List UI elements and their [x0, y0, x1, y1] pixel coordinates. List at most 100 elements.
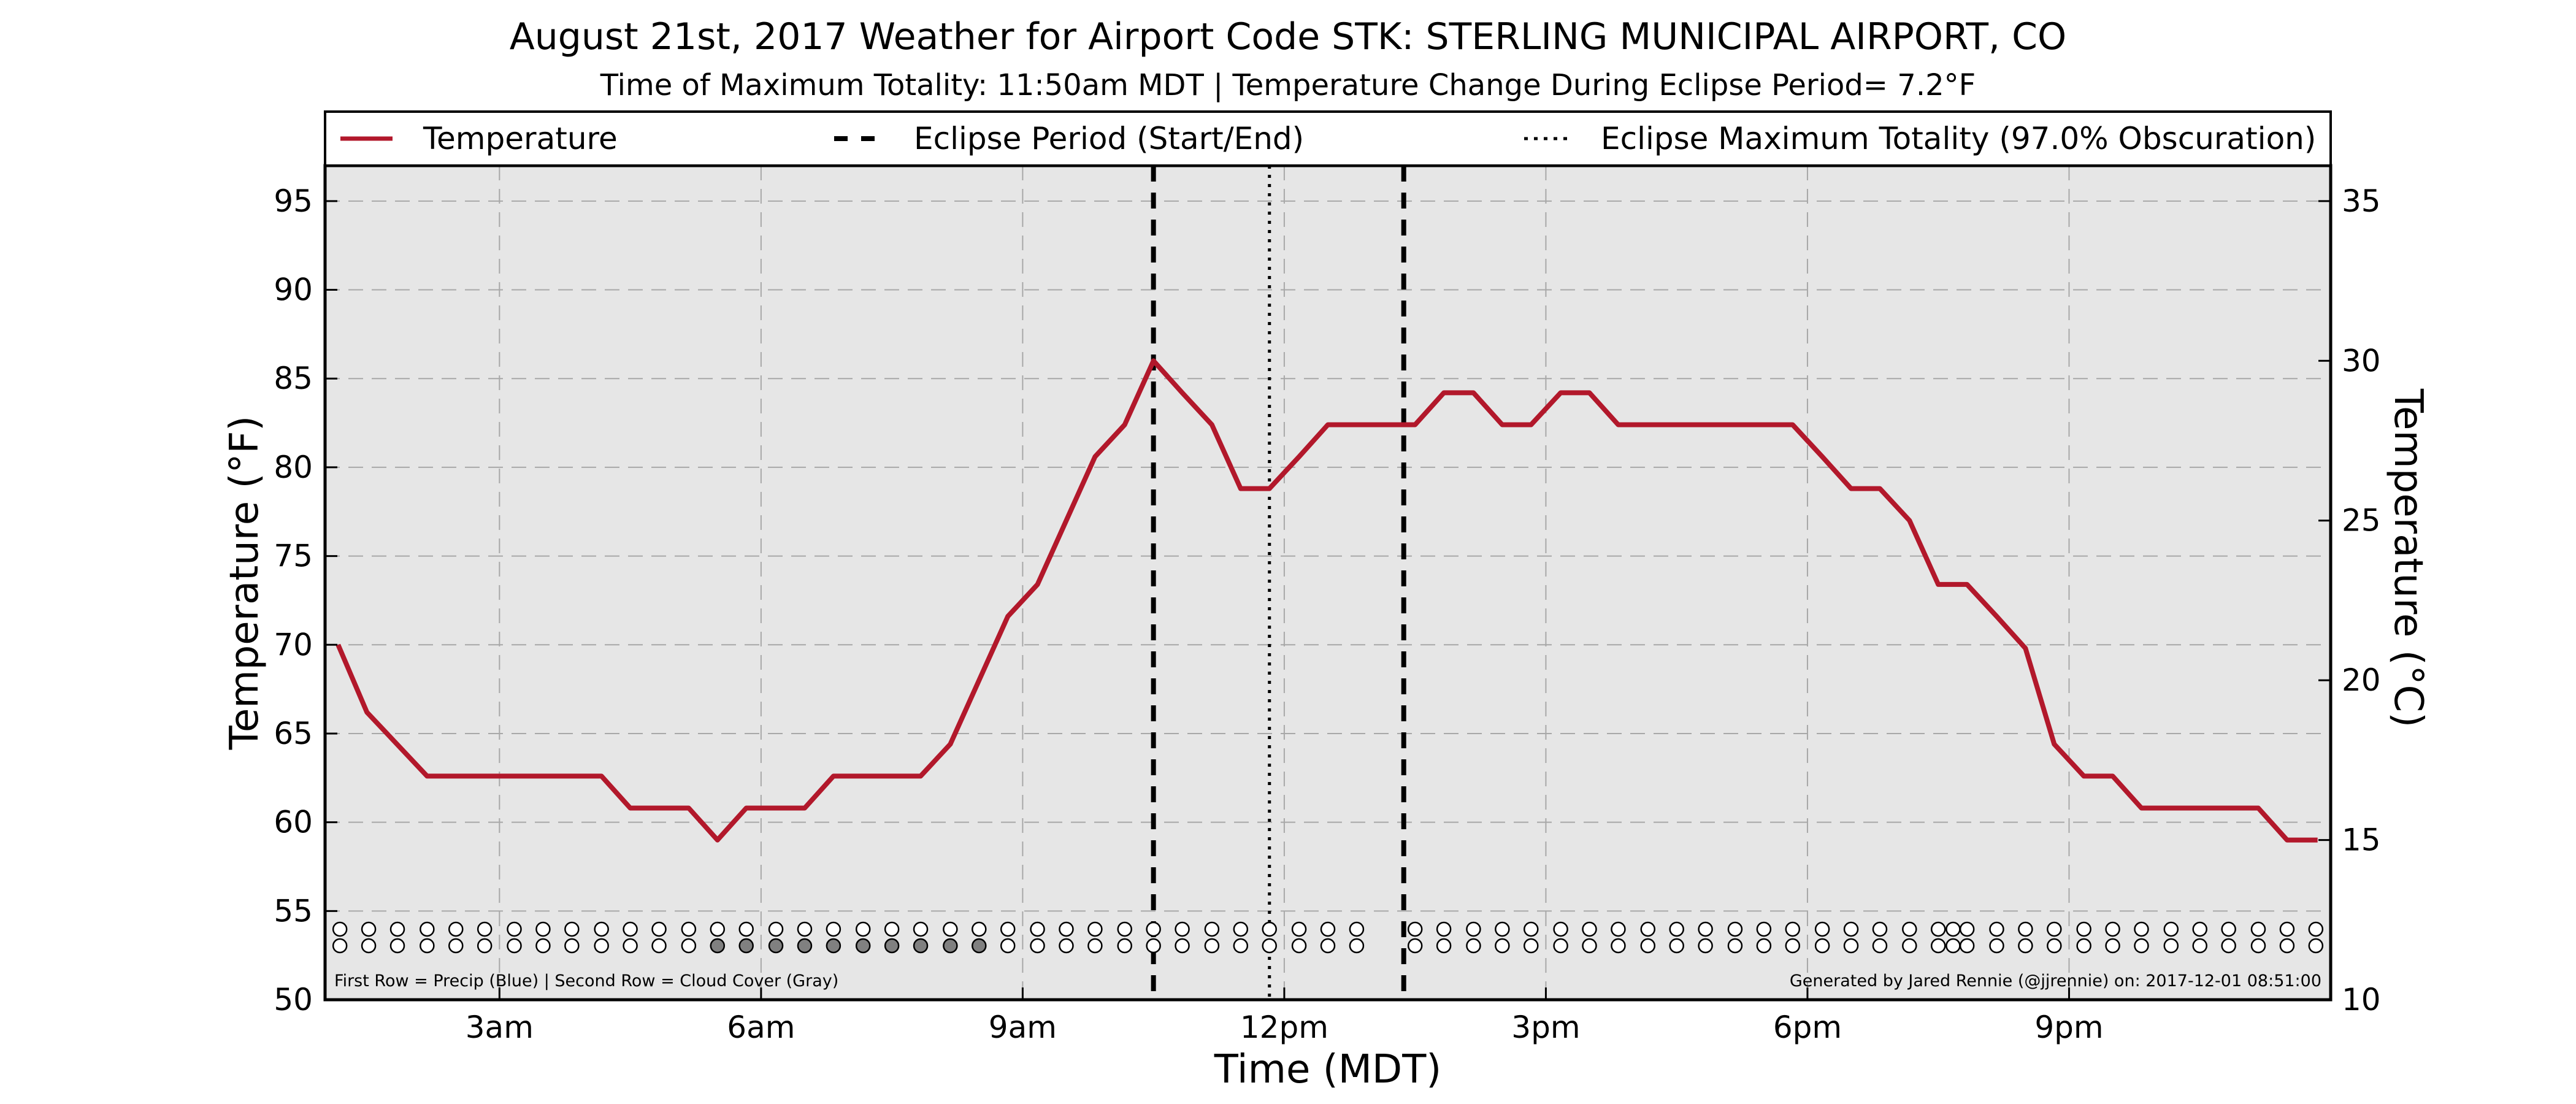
precip-marker: [738, 921, 754, 937]
cloud-cover-marker: [1146, 938, 1161, 954]
tick-label-y-right: 25: [2342, 503, 2381, 539]
tick-label-y-left: 85: [274, 361, 313, 396]
precip-marker: [623, 921, 638, 937]
cloud-cover-marker: [884, 938, 900, 954]
precip-marker: [361, 921, 377, 937]
precip-marker: [681, 921, 697, 937]
precip-marker: [1466, 921, 1481, 937]
cloud-cover-marker: [420, 938, 435, 954]
legend-label-eclipse-period: Eclipse Period (Start/End): [914, 121, 1304, 156]
chart-title: August 21st, 2017 Weather for Airport Co…: [510, 15, 2067, 58]
precip-marker: [1785, 921, 1801, 937]
cloud-cover-marker: [1945, 938, 1961, 954]
precip-marker: [2279, 921, 2295, 937]
cloud-cover-marker: [1087, 938, 1103, 954]
precip-marker: [1756, 921, 1772, 937]
cloud-cover-marker: [1495, 938, 1510, 954]
cloud-cover-marker: [1524, 938, 1539, 954]
cloud-cover-marker: [2018, 938, 2033, 954]
precip-marker: [1262, 921, 1277, 937]
footnote-left: First Row = Precip (Blue) | Second Row =…: [334, 972, 838, 991]
tick-label-x: 9am: [989, 1010, 1057, 1045]
precip-marker: [972, 921, 987, 937]
cloud-cover-marker: [1349, 938, 1365, 954]
precip-marker: [2105, 921, 2120, 937]
cloud-cover-marker: [1727, 938, 1743, 954]
cloud-cover-marker: [1872, 938, 1888, 954]
eclipse-lines: [1151, 166, 1406, 1000]
cloud-cover-marker: [1117, 938, 1132, 954]
cloud-cover-marker: [448, 938, 464, 954]
cloud-cover-marker: [1640, 938, 1656, 954]
precip-marker: [1349, 921, 1365, 937]
tick-label-y-right: 20: [2342, 662, 2381, 698]
precip-marker: [710, 921, 726, 937]
precip-marker: [1175, 921, 1190, 937]
plot-area: [325, 166, 2331, 1000]
tick-label-x: 9pm: [2034, 1010, 2103, 1045]
cloud-cover-marker: [2308, 938, 2324, 954]
cloud-cover-marker: [1466, 938, 1481, 954]
precip-marker: [1814, 921, 1830, 937]
cloud-cover-marker: [1233, 938, 1249, 954]
cloud-cover-marker: [1785, 938, 1801, 954]
precip-marker: [2134, 921, 2149, 937]
precip-marker: [420, 921, 435, 937]
cloud-cover-marker: [710, 938, 726, 954]
chart-subtitle: Time of Maximum Totality: 11:50am MDT | …: [600, 68, 1976, 102]
cloud-cover-marker: [972, 938, 987, 954]
cloud-cover-marker: [2279, 938, 2295, 954]
cloud-cover-marker: [2250, 938, 2266, 954]
precip-marker: [1059, 921, 1074, 937]
cloud-cover-marker: [651, 938, 667, 954]
cloud-cover-marker: [2105, 938, 2120, 954]
cloud-cover-marker: [1320, 938, 1336, 954]
tick-label-y-left: 50: [274, 982, 313, 1018]
tick-label-x: 6am: [727, 1010, 795, 1045]
cloud-cover-marker: [1843, 938, 1859, 954]
precip-marker: [1291, 921, 1307, 937]
precip-marker: [1117, 921, 1132, 937]
precip-marker: [1727, 921, 1743, 937]
precip-marker: [2076, 921, 2091, 937]
precip-marker: [507, 921, 522, 937]
cloud-cover-marker: [507, 938, 522, 954]
cloud-cover-marker: [1611, 938, 1626, 954]
precip-marker: [797, 921, 813, 937]
precip-marker: [1087, 921, 1103, 937]
series-group: [335, 358, 2318, 843]
precip-marker: [2308, 921, 2324, 937]
precip-marker: [2163, 921, 2179, 937]
cloud-cover-marker: [797, 938, 813, 954]
precip-marker: [1611, 921, 1626, 937]
cloud-cover-marker: [2134, 938, 2149, 954]
precip-marker: [826, 921, 841, 937]
cloud-cover-marker: [594, 938, 609, 954]
precip-marker: [1945, 921, 1961, 937]
precip-marker: [768, 921, 784, 937]
legend-label-eclipse-max: Eclipse Maximum Totality (97.0% Obscurat…: [1601, 121, 2316, 156]
cloud-cover-marker: [2047, 938, 2062, 954]
cloud-cover-marker: [1059, 938, 1074, 954]
grid-lines: [325, 166, 2331, 1000]
cloud-cover-marker: [1669, 938, 1684, 954]
cloud-cover-marker: [332, 938, 348, 954]
cloud-cover-marker: [1989, 938, 2004, 954]
tick-label-y-right: 30: [2342, 343, 2381, 378]
precip-marker: [1233, 921, 1249, 937]
precip-marker: [1000, 921, 1016, 937]
precip-marker: [884, 921, 900, 937]
axis-ticks: 50 55 60 65 70 75 80 85 90 95 3am 6am 9am 12pm 3pm 6pm 9…: [274, 183, 2380, 1045]
cloud-cover-marker: [1030, 938, 1045, 954]
tick-label-y-right: 15: [2342, 822, 2381, 858]
precip-marker: [2250, 921, 2266, 937]
cloud-cover-marker: [738, 938, 754, 954]
cloud-cover-marker: [1902, 938, 1917, 954]
cloud-cover-marker: [826, 938, 841, 954]
y-axis-label-left: Temperature (°F): [222, 416, 267, 751]
y-axis-label-right: Temperature (°C): [2385, 388, 2431, 727]
tick-label-x: 6pm: [1773, 1010, 1842, 1045]
cloud-cover-marker: [943, 938, 958, 954]
tick-label-y-right: 10: [2342, 982, 2381, 1018]
cloud-cover-marker: [1262, 938, 1277, 954]
